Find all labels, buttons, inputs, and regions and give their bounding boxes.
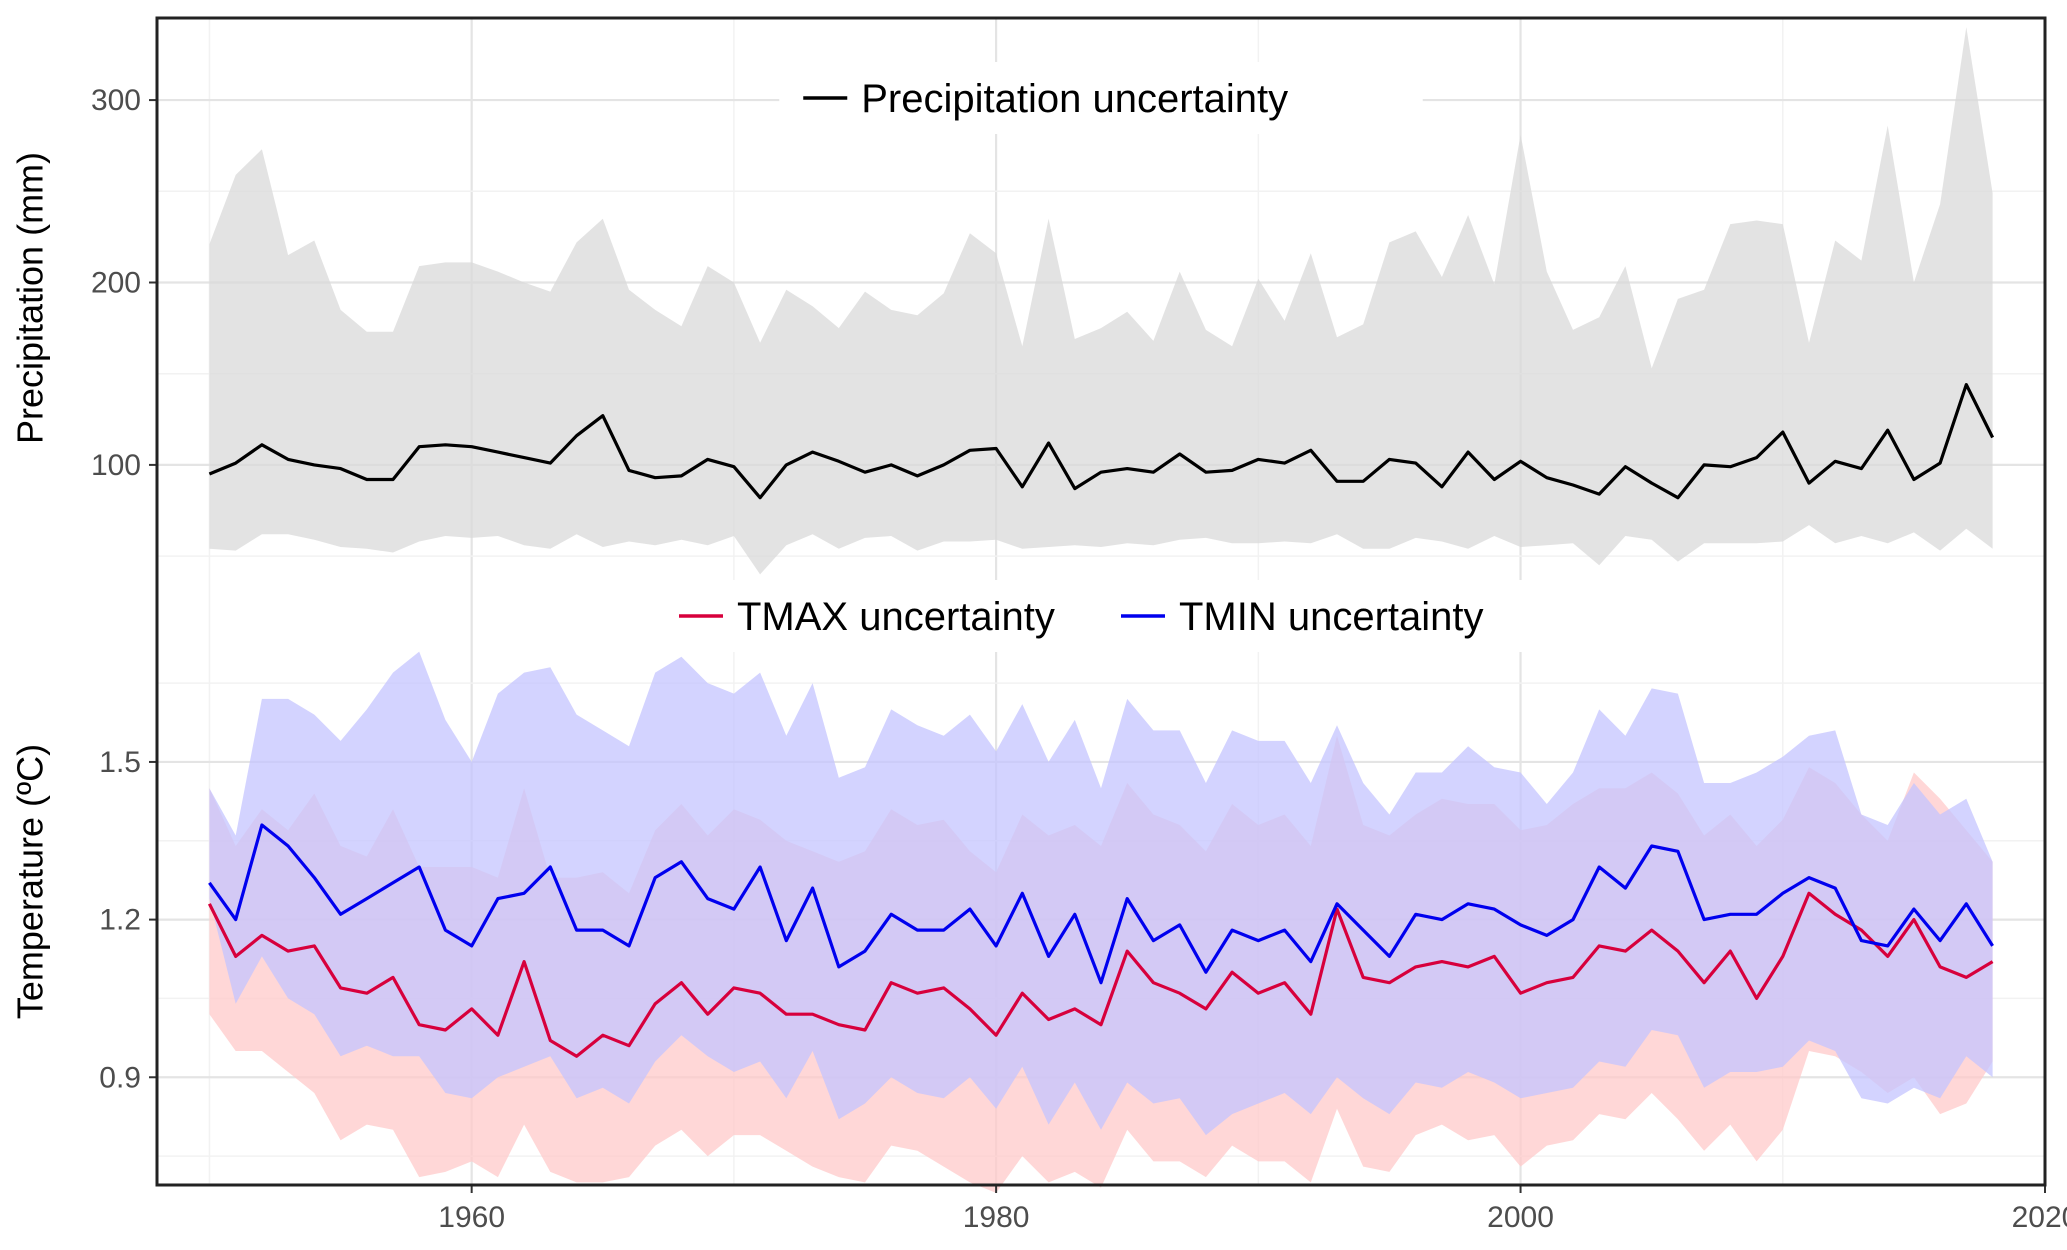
temperature-band-1: [209, 651, 1993, 1136]
temperature-y-axis-title: Temperature (ºC): [10, 744, 51, 1019]
precipitation-y-tick-label: 200: [91, 266, 141, 299]
temperature-line-1: [208, 823, 1994, 985]
temperature-line-0: [207, 891, 1994, 1058]
precipitation-y-axis-title: Precipitation (mm): [10, 152, 51, 444]
precipitation-line-0: [208, 383, 1995, 500]
precipitation-y-tick-label: 100: [91, 449, 141, 482]
precipitation-legend-label-0: Precipitation uncertainty: [861, 77, 1288, 121]
temperature-legend-box: [655, 580, 1547, 652]
x-tick-label: 2000: [1487, 1201, 1554, 1234]
precipitation-band-0: [209, 27, 1993, 575]
temperature-legend-label-0: TMAX uncertainty: [737, 595, 1055, 639]
plot-frame: [155, 16, 2047, 1187]
temperature-legend-label-1: TMIN uncertainty: [1179, 595, 1484, 639]
temperature-y-tick-label: 1.5: [99, 746, 141, 779]
temperature-y-tick-label: 1.2: [99, 904, 141, 937]
temperature-y-tick-label: 0.9: [99, 1061, 141, 1094]
x-tick-label: 1980: [963, 1201, 1030, 1234]
x-tick-label: 2020: [2012, 1201, 2067, 1234]
x-tick-label: 1960: [438, 1201, 505, 1234]
precipitation-legend-box: [779, 62, 1423, 134]
precipitation-y-tick-label: 300: [91, 84, 141, 117]
